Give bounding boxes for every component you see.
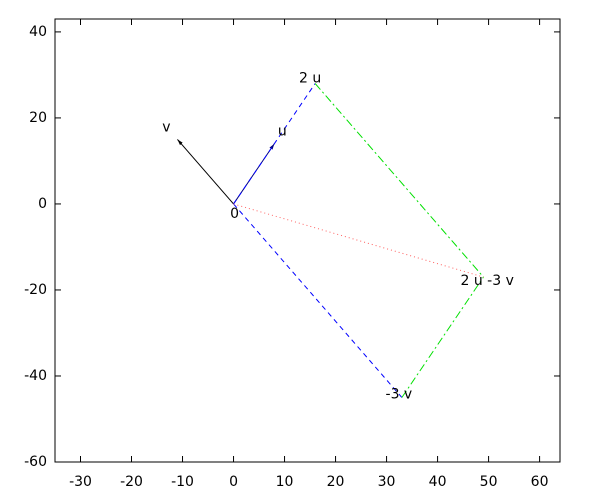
x-tick-label: -30 [69, 474, 92, 490]
point-label: -3 v [386, 386, 413, 402]
y-tick-label: -60 [24, 454, 47, 470]
point-label: u [278, 124, 287, 140]
x-tick-label: -20 [120, 474, 143, 490]
x-tick-label: 60 [531, 474, 549, 490]
x-tick-label: 20 [327, 474, 345, 490]
x-tick-label: 10 [276, 474, 294, 490]
vector-segment [233, 203, 403, 398]
point-label: 2 u [299, 71, 321, 87]
x-tick-label: 30 [378, 474, 396, 490]
vector-segment [401, 276, 484, 398]
y-tick-label: 0 [38, 196, 47, 212]
plot-frame [54, 18, 561, 463]
vector-segment [314, 83, 484, 278]
y-tick-label: -20 [24, 282, 47, 298]
vector-arrow [177, 139, 234, 205]
point-label: v [162, 119, 170, 135]
x-tick-label: -10 [171, 474, 194, 490]
y-tick-label: -40 [24, 368, 47, 384]
x-tick-label: 0 [229, 474, 238, 490]
y-tick-label: 40 [29, 24, 47, 40]
y-tick-label: 20 [29, 110, 47, 126]
x-tick-label: 50 [480, 474, 498, 490]
vector-segment [233, 203, 484, 278]
x-tick-label: 40 [429, 474, 447, 490]
vector-segment [233, 83, 316, 205]
point-label: 0 [230, 206, 239, 222]
point-label: 2 u -3 v [460, 273, 513, 289]
